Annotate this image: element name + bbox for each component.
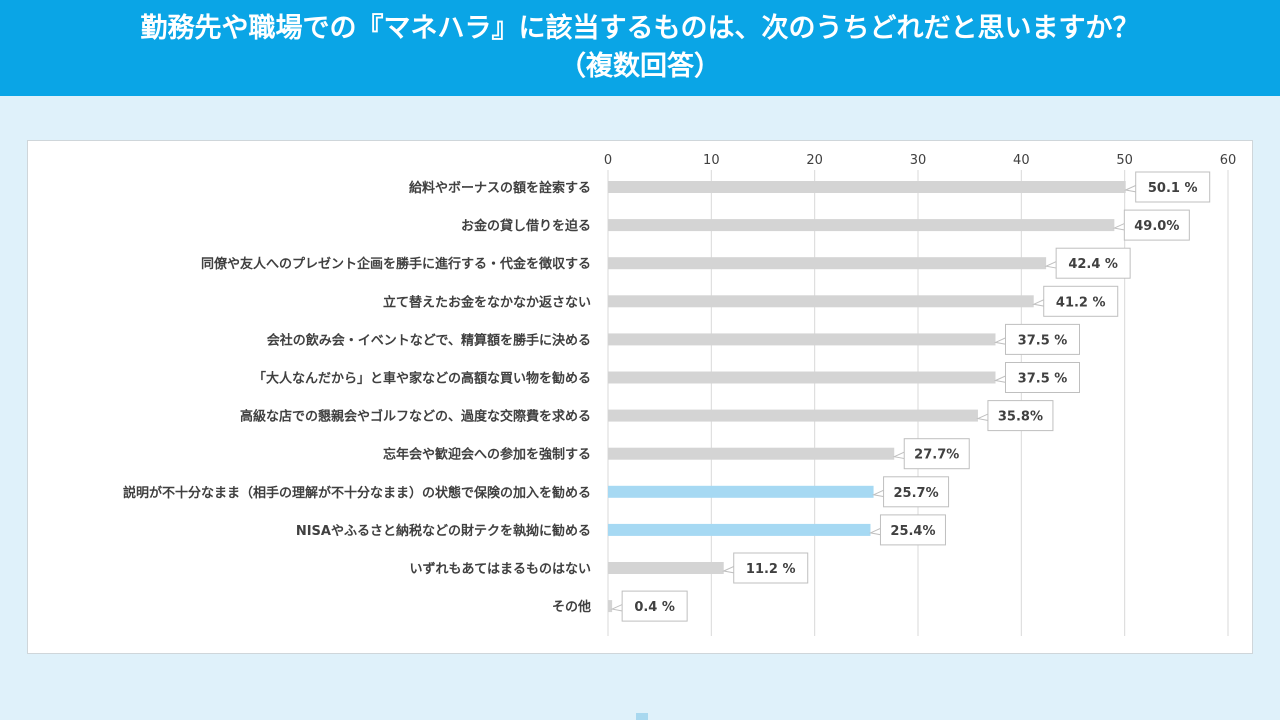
data-label: 35.8%	[998, 410, 1043, 425]
category-label: 給料やボーナスの額を詮索する	[409, 180, 591, 196]
data-label-pointer	[892, 450, 906, 460]
data-label-pointer	[722, 565, 736, 574]
data-label: 27.7%	[914, 448, 959, 463]
data-label-pointer	[976, 412, 990, 422]
data-label-pointer	[1044, 260, 1058, 269]
bar	[608, 562, 724, 574]
data-label: 0.4 %	[634, 600, 675, 615]
data-label-pointer	[1124, 184, 1138, 193]
data-label-box	[879, 514, 946, 546]
bar	[608, 409, 978, 422]
data-label-box	[987, 400, 1054, 432]
category-label: お金の貸し借りを迫る	[461, 218, 591, 234]
x-tick-label: 60	[1220, 153, 1237, 168]
bar	[608, 371, 996, 384]
page-indicator	[636, 713, 648, 720]
data-label: 49.0%	[1134, 219, 1179, 234]
data-label: 37.5 %	[1018, 372, 1068, 387]
bar	[608, 333, 996, 346]
x-tick-label: 30	[910, 153, 927, 168]
data-label-box	[1005, 323, 1080, 355]
bar	[608, 295, 1034, 308]
data-label: 11.2 %	[746, 562, 796, 577]
data-label-box	[883, 476, 950, 508]
data-label: 37.5 %	[1018, 333, 1068, 348]
data-label-pointer	[1032, 298, 1046, 307]
category-label: 立て替えたお金をなかなか返さない	[383, 294, 591, 310]
category-label: NISAやふるさと納税などの財テクを執拗に勧める	[296, 523, 591, 539]
data-label-box	[1135, 171, 1211, 203]
category-label: 「大人なんだから」と車や家などの高額な買い物を勧める	[253, 371, 591, 387]
bar	[608, 600, 613, 613]
title-banner: 勤務先や職場での『マネハラ』に該当するものは、次のうちどれだと思いますか？ （複…	[0, 0, 1280, 96]
page-subtitle: （複数回答）	[559, 51, 721, 82]
page-title: 勤務先や職場での『マネハラ』に該当するものは、次のうちどれだと思いますか？	[140, 13, 1140, 44]
category-label: いずれもあてはまるものはない	[410, 561, 591, 577]
data-label-box	[1005, 362, 1080, 393]
data-label: 25.7%	[894, 486, 939, 501]
bar	[608, 257, 1047, 270]
x-tick-label: 50	[1116, 153, 1133, 168]
data-label-pointer	[868, 527, 882, 536]
data-label: 42.4 %	[1068, 257, 1118, 272]
data-label-pointer	[1112, 222, 1126, 231]
bar	[608, 485, 874, 498]
category-label: 同僚や友人へのプレゼント企画を勝手に進行する・代金を徴収する	[201, 256, 591, 272]
data-label: 25.4%	[890, 524, 935, 539]
data-label-box	[903, 438, 970, 470]
data-label-pointer	[871, 489, 886, 498]
category-label: 会社の飲み会・イベントなどで、精算額を勝手に決める	[267, 332, 591, 348]
data-label-pointer	[993, 374, 1007, 384]
bar	[608, 219, 1115, 232]
bar	[608, 523, 871, 536]
bar	[608, 447, 895, 460]
x-tick-label: 20	[806, 153, 823, 168]
category-label: 説明が不十分なまま（相手の理解が不十分なまま）の状態で保険の加入を勧める	[123, 485, 591, 501]
data-label-box	[1055, 247, 1131, 279]
data-label-box	[1043, 285, 1119, 317]
data-label-pointer	[610, 603, 624, 612]
data-label-box	[1123, 209, 1190, 241]
category-label: その他	[552, 599, 591, 615]
bar	[608, 181, 1126, 193]
x-tick-label: 40	[1013, 153, 1030, 168]
data-label-pointer	[993, 336, 1007, 345]
category-label: 忘年会や歓迎会への参加を強制する	[383, 447, 591, 463]
data-label: 41.2 %	[1056, 295, 1106, 310]
data-label-box	[733, 552, 809, 584]
category-label: 高級な店での懇親会やゴルフなどの、過度な交際費を求める	[240, 409, 591, 425]
x-tick-label: 10	[703, 153, 720, 168]
data-label-box	[621, 590, 688, 622]
x-tick-label: 0	[604, 153, 612, 168]
data-label: 50.1 %	[1148, 181, 1198, 196]
